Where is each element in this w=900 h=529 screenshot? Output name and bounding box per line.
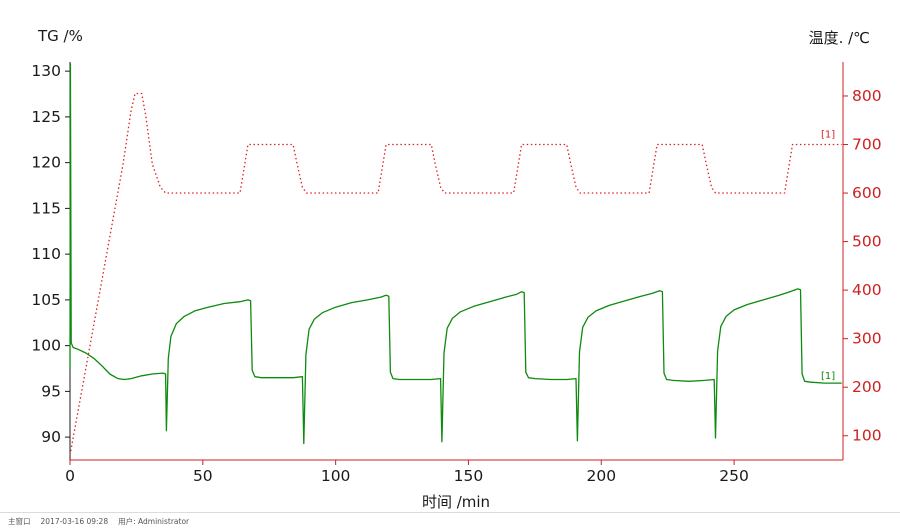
- left-axis-ticks: 90 95 100 105 110 115 120 125 130: [31, 62, 70, 446]
- left-tick-label: 125: [31, 108, 61, 126]
- x-tick-label: 250: [719, 467, 749, 485]
- tg-curve: [69, 63, 842, 445]
- right-tick-label: 500: [852, 233, 882, 251]
- right-tick-label: 600: [852, 184, 882, 202]
- x-axis-ticks: 0 50 100 150 200 250: [65, 460, 749, 485]
- status-bar: 主窗口 2017-03-16 09:28 用户: Administrator: [0, 512, 900, 529]
- status-datetime: 2017-03-16 09:28: [40, 516, 109, 526]
- x-tick-label: 0: [65, 467, 75, 485]
- left-axis-title: TG /%: [38, 27, 83, 45]
- left-tick-label: 115: [31, 199, 61, 217]
- left-tick-label: 95: [41, 382, 61, 400]
- x-tick-label: 50: [193, 467, 213, 485]
- right-tick-label: 400: [852, 281, 882, 299]
- x-tick-label: 200: [586, 467, 616, 485]
- left-tick-label: 105: [31, 291, 61, 309]
- window-label: 主窗口: [8, 516, 31, 526]
- left-tick-label: 90: [41, 428, 61, 446]
- x-tick-label: 150: [454, 467, 484, 485]
- right-axis-title: 温度. /℃: [808, 29, 870, 47]
- right-tick-label: 200: [852, 378, 882, 396]
- right-tick-label: 300: [852, 330, 882, 348]
- left-tick-label: 110: [31, 245, 61, 263]
- x-tick-label: 100: [321, 467, 351, 485]
- x-axis-title: 时间 /min: [421, 493, 491, 511]
- right-tick-label: 800: [852, 87, 882, 105]
- curve-end-label: [1]: [821, 130, 835, 141]
- temperature-curve: [69, 92, 842, 456]
- right-axis-ticks: 100 200 300 400 500 600 700 800: [843, 87, 882, 445]
- left-tick-label: 120: [31, 154, 61, 172]
- left-tick-label: 130: [31, 62, 61, 80]
- status-user: 用户: Administrator: [118, 516, 190, 526]
- right-tick-label: 700: [852, 136, 882, 154]
- left-tick-label: 100: [31, 337, 61, 355]
- right-tick-label: 100: [852, 427, 882, 445]
- curve-end-label: [1]: [821, 371, 835, 382]
